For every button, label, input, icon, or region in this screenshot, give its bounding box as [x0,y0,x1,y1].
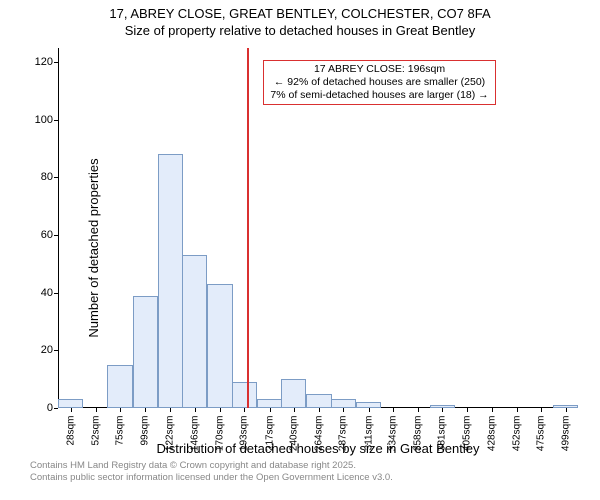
histogram-bar [553,405,578,408]
x-tick-mark [566,408,567,412]
histogram-bar [430,405,455,408]
chart-title-line2: Size of property relative to detached ho… [0,23,600,38]
histogram-bar [281,379,306,408]
x-tick-mark [418,408,419,412]
histogram-bar [257,399,282,408]
reference-line [247,48,249,408]
y-tick-mark [54,177,58,178]
x-tick-mark [541,408,542,412]
annotation-box: 17 ABREY CLOSE: 196sqm← 92% of detached … [263,60,495,105]
histogram-bar [356,402,381,408]
x-tick-mark [96,408,97,412]
x-tick-mark [71,408,72,412]
histogram-bar [58,399,83,408]
x-tick-mark [120,408,121,412]
y-tick-mark [54,408,58,409]
x-tick-mark [369,408,370,412]
y-tick-label: 100 [28,114,53,126]
annotation-line2: ← 92% of detached houses are smaller (25… [270,76,488,89]
x-tick-mark [220,408,221,412]
y-tick-mark [54,62,58,63]
y-tick-mark [54,120,58,121]
x-tick-mark [492,408,493,412]
histogram-bar [232,382,257,408]
y-tick-mark [54,350,58,351]
x-tick-mark [170,408,171,412]
histogram-bar [107,365,132,408]
histogram-bar [207,284,232,408]
y-tick-label: 0 [28,402,53,414]
footer-line2: Contains public sector information licen… [30,472,600,484]
x-tick-mark [244,408,245,412]
histogram-bar [306,394,331,408]
x-tick-mark [195,408,196,412]
annotation-line3: 7% of semi-detached houses are larger (1… [270,89,488,102]
x-tick-mark [517,408,518,412]
y-tick-label: 120 [28,56,53,68]
histogram-bar [133,296,158,408]
y-tick-label: 40 [28,287,53,299]
x-axis-label: Distribution of detached houses by size … [58,441,578,456]
histogram-bar [158,154,183,407]
plot-region: 02040608010012028sqm52sqm75sqm99sqm122sq… [58,48,578,408]
histogram-bar [182,255,207,408]
chart-area: Number of detached properties 0204060801… [0,38,600,458]
x-tick-mark [294,408,295,412]
x-tick-mark [145,408,146,412]
y-tick-mark [54,235,58,236]
y-tick-label: 80 [28,171,53,183]
x-tick-mark [442,408,443,412]
x-tick-mark [343,408,344,412]
y-axis-line [58,48,59,408]
x-tick-mark [270,408,271,412]
y-tick-label: 20 [28,344,53,356]
x-tick-mark [393,408,394,412]
x-tick-mark [319,408,320,412]
histogram-bar [331,399,356,408]
chart-title-line1: 17, ABREY CLOSE, GREAT BENTLEY, COLCHEST… [0,0,600,23]
x-tick-mark [467,408,468,412]
y-tick-mark [54,293,58,294]
annotation-line1: 17 ABREY CLOSE: 196sqm [270,63,488,76]
y-tick-label: 60 [28,229,53,241]
